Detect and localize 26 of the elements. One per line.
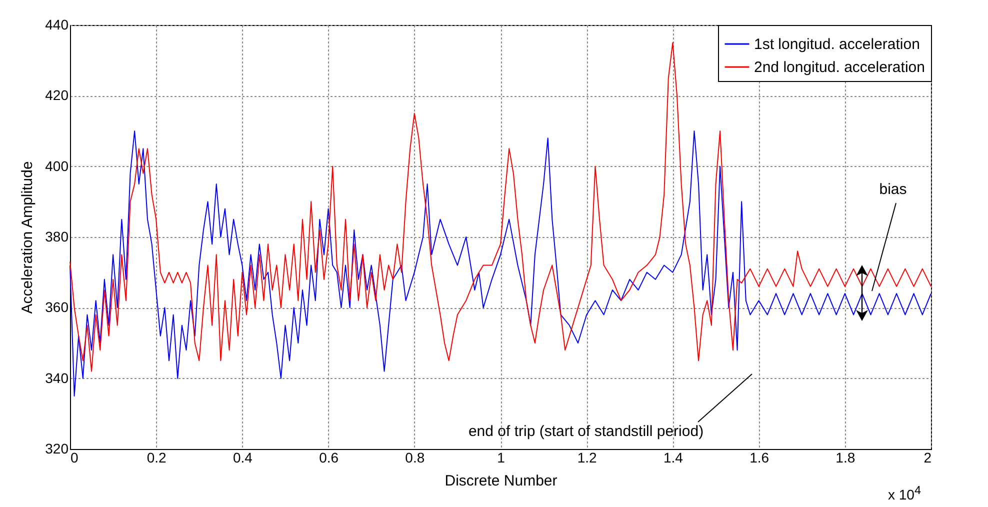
legend-label: 2nd longitud. acceleration: [754, 59, 925, 76]
x-tick-label: 1.8: [836, 450, 856, 466]
y-tick-label: 320: [45, 440, 69, 456]
text: x 10$^{4}$: [888, 484, 921, 503]
x-tick-label: 1.6: [750, 450, 770, 466]
y-tick-label: 340: [45, 370, 69, 386]
y-tick-label: 400: [45, 158, 69, 174]
y-tick-label: 380: [45, 228, 69, 244]
x-tick-label: 0: [70, 450, 78, 466]
annotation: end of trip (start of standstill period): [468, 423, 704, 440]
x-tick-label: 0.2: [146, 450, 167, 466]
x-tick-label: 2: [924, 450, 932, 466]
legend-label: 1st longitud. acceleration: [754, 36, 920, 53]
y-axis-title: Acceleration Amplitude: [19, 161, 36, 314]
x-tick-label: 0.6: [319, 450, 339, 466]
x-axis-title: Discrete Number: [444, 472, 558, 490]
x-tick-label: 0.4: [232, 450, 253, 466]
line-series: [70, 130, 932, 396]
annotation: bias: [879, 181, 907, 198]
y-tick-label: 360: [45, 299, 69, 316]
y-tick-label: 440: [45, 16, 69, 32]
x-tick-label: 0.8: [405, 450, 425, 466]
x-tick-label: 1.4: [663, 450, 684, 466]
y-tick-label: 420: [45, 87, 69, 104]
x-tick-label: 1: [497, 450, 506, 466]
x-tick-label: 1.2: [577, 450, 598, 466]
